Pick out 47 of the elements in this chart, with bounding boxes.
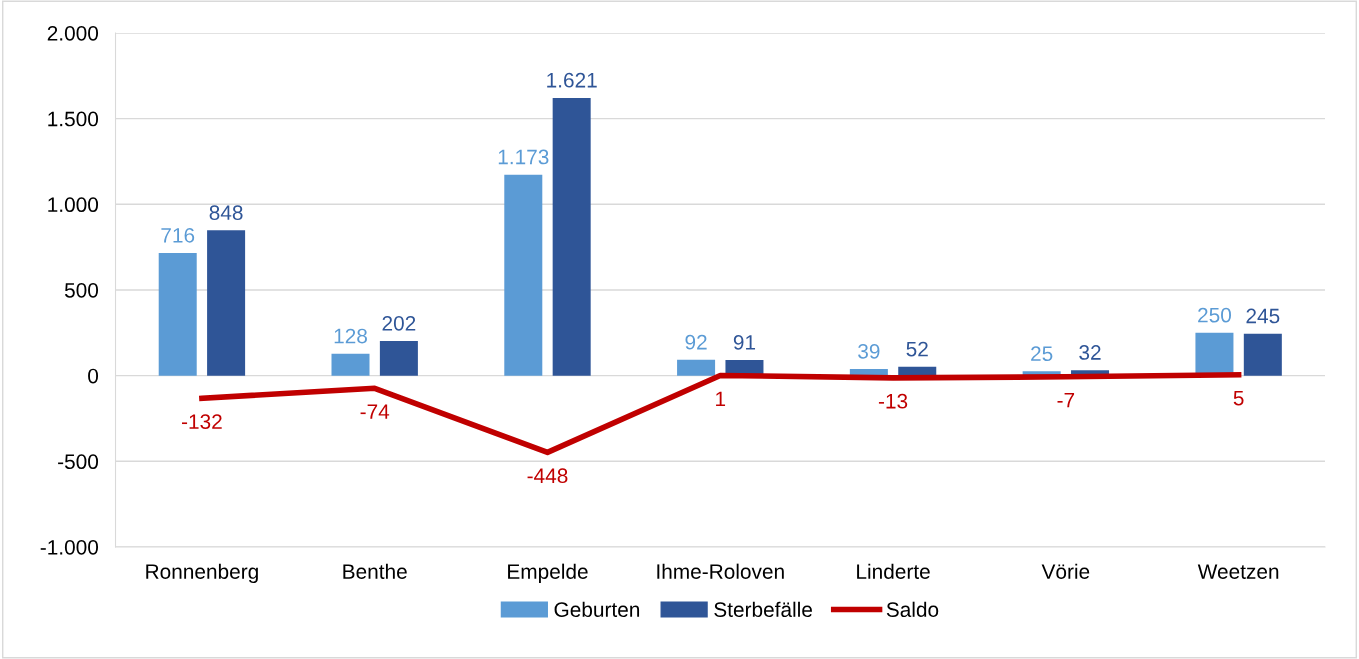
data-label: 39 <box>858 343 880 359</box>
x-tick-label: Benthe <box>343 563 407 579</box>
data-label: -448 <box>527 468 568 484</box>
bar <box>207 230 246 376</box>
bar <box>379 341 418 376</box>
legend-label: Geburten <box>554 601 640 617</box>
data-label: 92 <box>685 334 707 350</box>
y-tick-label: 500 <box>64 282 99 298</box>
y-tick-label: -1.000 <box>40 539 99 555</box>
y-tick-label: 2.000 <box>47 25 99 41</box>
bar <box>1195 332 1234 376</box>
x-tick-label: Weetzen <box>1197 564 1279 579</box>
bar <box>552 97 591 376</box>
x-tick-label: Ronnenberg <box>146 563 258 584</box>
data-label: 25 <box>1031 346 1053 362</box>
data-label: 202 <box>382 315 416 331</box>
x-tick-label: Vörie <box>1041 563 1090 579</box>
bar <box>677 359 716 376</box>
bar <box>504 174 543 376</box>
data-label: -74 <box>360 404 390 419</box>
y-tick-label: 0 <box>88 368 99 384</box>
data-label: -7 <box>1057 393 1075 408</box>
data-label: 91 <box>733 335 756 350</box>
data-label: 32 <box>1079 345 1101 360</box>
y-tick-label: -500 <box>58 454 99 470</box>
data-label: 1 <box>716 391 726 406</box>
y-tick-label: 1.000 <box>48 197 99 213</box>
legend-label: Sterbefälle <box>714 601 812 617</box>
legend-label: Saldo <box>886 601 939 617</box>
data-label: 1.173 <box>498 149 549 165</box>
data-label: 52 <box>906 341 928 357</box>
data-label: 848 <box>209 205 243 221</box>
data-label: -132 <box>181 414 222 429</box>
bar <box>158 252 197 376</box>
data-label: 128 <box>334 328 367 344</box>
x-tick-label: Ihme-Roloven <box>657 563 784 579</box>
data-label: 245 <box>1246 308 1280 324</box>
data-label: -13 <box>878 393 908 409</box>
data-label: 716 <box>161 227 195 243</box>
data-label: 250 <box>1198 307 1232 323</box>
data-label: 5 <box>1233 390 1244 406</box>
x-tick-label: Empelde <box>508 563 588 584</box>
x-tick-label: Linderte <box>857 563 930 579</box>
data-label: 1.621 <box>547 72 597 88</box>
bar <box>1243 333 1282 376</box>
y-tick-label: 1.500 <box>48 111 99 127</box>
bar <box>331 353 370 376</box>
